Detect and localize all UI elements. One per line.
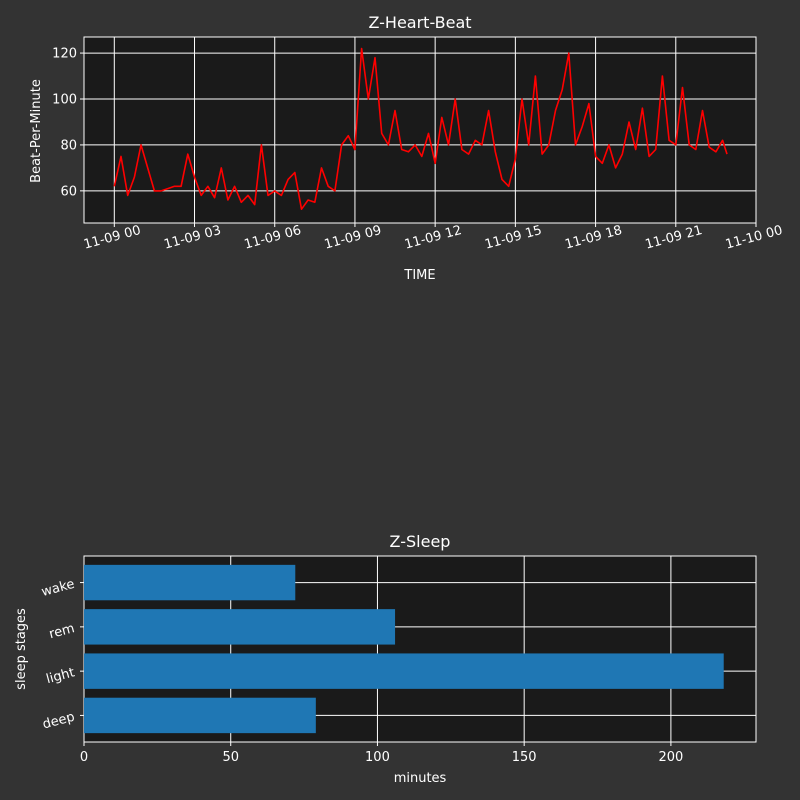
heart-beat-chart: 11-09 00 11-09 03 11-09 06 11-09 09 11-09 12…	[29, 13, 784, 283]
heart-beat-ytick-label: 80	[60, 138, 77, 153]
sleep-ytick-label: light	[45, 665, 77, 687]
sleep-bars	[84, 564, 724, 734]
heart-beat-grid	[84, 37, 757, 223]
heart-beat-ytick-label: 100	[52, 93, 77, 108]
heart-beat-plot-area	[83, 36, 757, 224]
heart-beat-xlabel: TIME	[403, 268, 435, 283]
sleep-xlabel: minutes	[394, 771, 447, 786]
sleep-bar-wake	[84, 564, 296, 601]
sleep-bar-rem	[84, 609, 396, 645]
sleep-ylabel: sleep stages	[14, 608, 29, 690]
sleep-bar-deep	[84, 697, 316, 734]
sleep-xtick-label: 100	[365, 750, 390, 765]
sleep-title: Z-Sleep	[390, 532, 451, 551]
heart-beat-ylabel: Beat-Per-Minute	[29, 79, 44, 183]
sleep-ytick-label: rem	[48, 621, 77, 642]
sleep-bar-light	[84, 653, 724, 689]
heart-beat-ytick-label: 60	[60, 184, 77, 199]
sleep-xtick-label: 0	[80, 750, 88, 765]
sleep-xtick-label: 50	[222, 750, 239, 765]
sleep-xtick-label: 200	[658, 750, 683, 765]
sleep-xtick-label: 150	[512, 750, 537, 765]
heart-beat-title: Z-Heart-Beat	[368, 13, 471, 32]
heart-beat-ytick-label: 120	[52, 47, 77, 62]
heart-beat-series-line	[113, 47, 728, 210]
